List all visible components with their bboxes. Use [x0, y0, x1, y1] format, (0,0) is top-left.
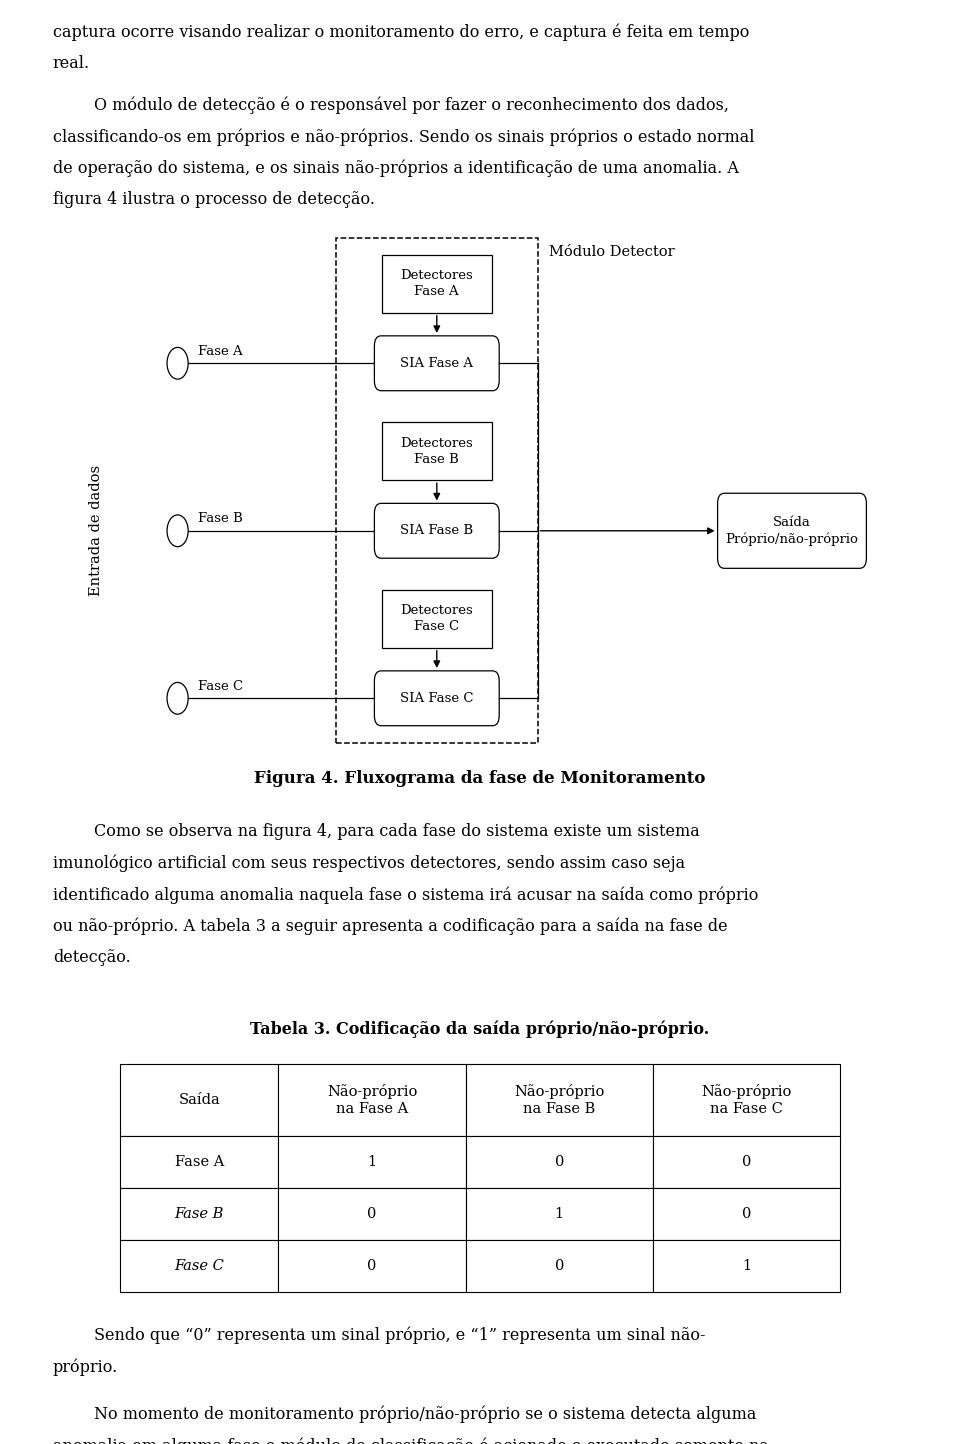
Bar [120, 1136, 278, 1188]
Bar [382, 591, 492, 648]
Bar [653, 1188, 840, 1240]
Text: SIA Fase C: SIA Fase C [400, 692, 473, 705]
Text: captura ocorre visando realizar o monitoramento do erro, e captura é feita em te: captura ocorre visando realizar o monito… [53, 23, 749, 40]
FancyBboxPatch shape [374, 504, 499, 559]
Text: 0: 0 [368, 1207, 376, 1220]
Text: Como se observa na figura 4, para cada fase do sistema existe um sistema: Como se observa na figura 4, para cada f… [53, 823, 700, 840]
Bar [278, 1064, 466, 1136]
Text: 0: 0 [742, 1207, 751, 1220]
Bar [466, 1240, 653, 1292]
Bar [653, 1136, 840, 1188]
Bar [382, 256, 492, 313]
Text: 1: 1 [555, 1207, 564, 1220]
Bar [278, 1188, 466, 1240]
Text: próprio.: próprio. [53, 1357, 118, 1376]
Text: O módulo de detecção é o responsável por fazer o reconhecimento dos dados,: O módulo de detecção é o responsável por… [53, 97, 729, 114]
Text: 0: 0 [555, 1155, 564, 1168]
Text: Figura 4. Fluxograma da fase de Monitoramento: Figura 4. Fluxograma da fase de Monitora… [254, 770, 706, 787]
Text: detecção.: detecção. [53, 949, 131, 966]
Text: imunológico artificial com seus respectivos detectores, sendo assim caso seja: imunológico artificial com seus respecti… [53, 855, 684, 872]
Text: anomalia em alguma fase o módulo de classificação é acionado e executado somente: anomalia em alguma fase o módulo de clas… [53, 1437, 769, 1444]
Bar [382, 423, 492, 481]
Text: Detectores
Fase C: Detectores Fase C [400, 605, 473, 634]
Text: Fase A: Fase A [175, 1155, 224, 1168]
Bar [120, 1188, 278, 1240]
Text: Fase B: Fase B [198, 513, 243, 526]
FancyBboxPatch shape [374, 671, 499, 726]
FancyBboxPatch shape [374, 336, 499, 391]
Text: Fase C: Fase C [198, 680, 243, 693]
Text: 1: 1 [742, 1259, 751, 1272]
Text: SIA Fase A: SIA Fase A [400, 357, 473, 370]
Text: Fase B: Fase B [175, 1207, 224, 1220]
Text: Sendo que “0” representa um sinal próprio, e “1” representa um sinal não-: Sendo que “0” representa um sinal própri… [53, 1327, 706, 1344]
Text: ou não-próprio. A tabela 3 a seguir apresenta a codificação para a saída na fase: ou não-próprio. A tabela 3 a seguir apre… [53, 918, 728, 936]
Text: Módulo Detector: Módulo Detector [549, 245, 675, 258]
Text: SIA Fase B: SIA Fase B [400, 524, 473, 537]
Bar [466, 1064, 653, 1136]
Text: figura 4 ilustra o processo de detecção.: figura 4 ilustra o processo de detecção. [53, 192, 374, 208]
Text: Fase A: Fase A [198, 345, 242, 358]
Text: Não-próprio
na Fase A: Não-próprio na Fase A [326, 1083, 418, 1116]
Text: Saída
Próprio/não-próprio: Saída Próprio/não-próprio [726, 516, 858, 546]
Text: 1: 1 [368, 1155, 376, 1168]
Text: 0: 0 [742, 1155, 751, 1168]
Text: Detectores
Fase B: Detectores Fase B [400, 438, 473, 466]
Text: Saída: Saída [179, 1093, 220, 1106]
Text: de operação do sistema, e os sinais não-próprios a identificação de uma anomalia: de operação do sistema, e os sinais não-… [53, 160, 738, 178]
Bar [466, 1136, 653, 1188]
Text: 0: 0 [555, 1259, 564, 1272]
Bar [653, 1064, 840, 1136]
Text: Não-próprio
na Fase B: Não-próprio na Fase B [514, 1083, 605, 1116]
FancyBboxPatch shape [717, 494, 866, 569]
Text: Detectores
Fase A: Detectores Fase A [400, 270, 473, 299]
Text: 0: 0 [368, 1259, 376, 1272]
Text: No momento de monitoramento próprio/não-próprio se o sistema detecta alguma: No momento de monitoramento próprio/não-… [53, 1405, 756, 1424]
Bar [278, 1136, 466, 1188]
Bar [278, 1240, 466, 1292]
Text: real.: real. [53, 55, 90, 72]
Text: Não-próprio
na Fase C: Não-próprio na Fase C [701, 1083, 792, 1116]
Text: Tabela 3. Codificação da saída próprio/não-próprio.: Tabela 3. Codificação da saída próprio/n… [251, 1021, 709, 1038]
Bar [653, 1240, 840, 1292]
Text: classificando-os em próprios e não-próprios. Sendo os sinais próprios o estado n: classificando-os em próprios e não-própr… [53, 129, 755, 146]
Text: Fase C: Fase C [175, 1259, 224, 1272]
Text: Entrada de dados: Entrada de dados [89, 465, 103, 596]
Bar [466, 1188, 653, 1240]
Bar [120, 1240, 278, 1292]
Text: identificado alguma anomalia naquela fase o sistema irá acusar na saída como pró: identificado alguma anomalia naquela fas… [53, 887, 758, 904]
Bar [120, 1064, 278, 1136]
